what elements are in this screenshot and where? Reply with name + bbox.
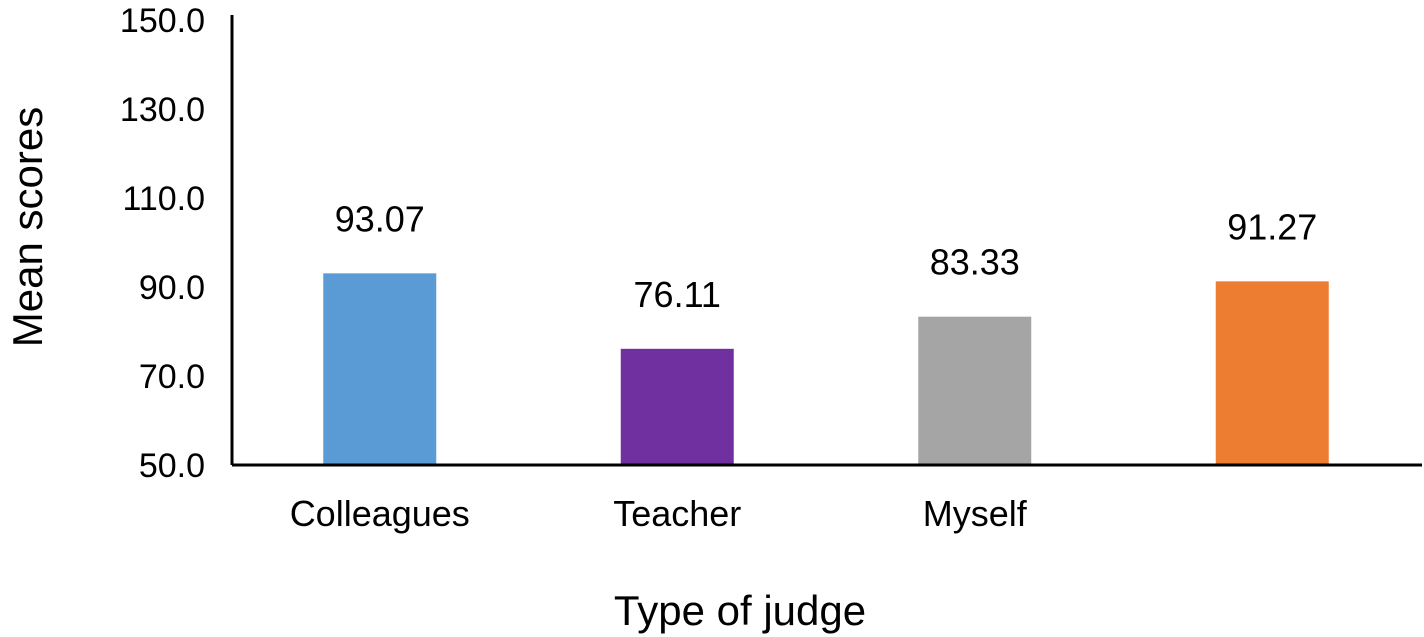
bar-value-label: 76.11 <box>634 274 721 315</box>
bar <box>918 316 1032 465</box>
bars <box>323 273 1329 465</box>
bar <box>620 348 734 465</box>
data-labels: 93.07 76.11 83.33 91.27 <box>335 198 1318 314</box>
x-axis-title: Type of judge <box>614 587 866 634</box>
x-tick-label: Myself <box>923 493 1028 534</box>
y-tick-label: 70.0 <box>139 358 205 396</box>
bar <box>1215 281 1329 465</box>
bar <box>323 273 437 465</box>
x-tick-label: Teacher <box>613 493 741 534</box>
y-tick-label: 90.0 <box>139 269 205 307</box>
y-tick-label: 110.0 <box>122 180 205 218</box>
bar-value-label: 93.07 <box>335 198 425 239</box>
y-tick-label: 50.0 <box>139 447 205 485</box>
y-axis-title: Mean scores <box>4 107 51 347</box>
y-tick-label: 130.0 <box>120 91 205 129</box>
bar-value-label: 91.27 <box>1227 206 1317 247</box>
y-tick-label: 150.0 <box>120 2 205 40</box>
bar-value-label: 83.33 <box>930 242 1020 283</box>
x-axis-tick-labels: Colleagues Teacher Myself <box>290 493 1028 534</box>
y-axis-ticks: 50.0 70.0 90.0 110.0 130.0 150.0 <box>120 2 205 485</box>
x-tick-label: Colleagues <box>290 493 470 534</box>
